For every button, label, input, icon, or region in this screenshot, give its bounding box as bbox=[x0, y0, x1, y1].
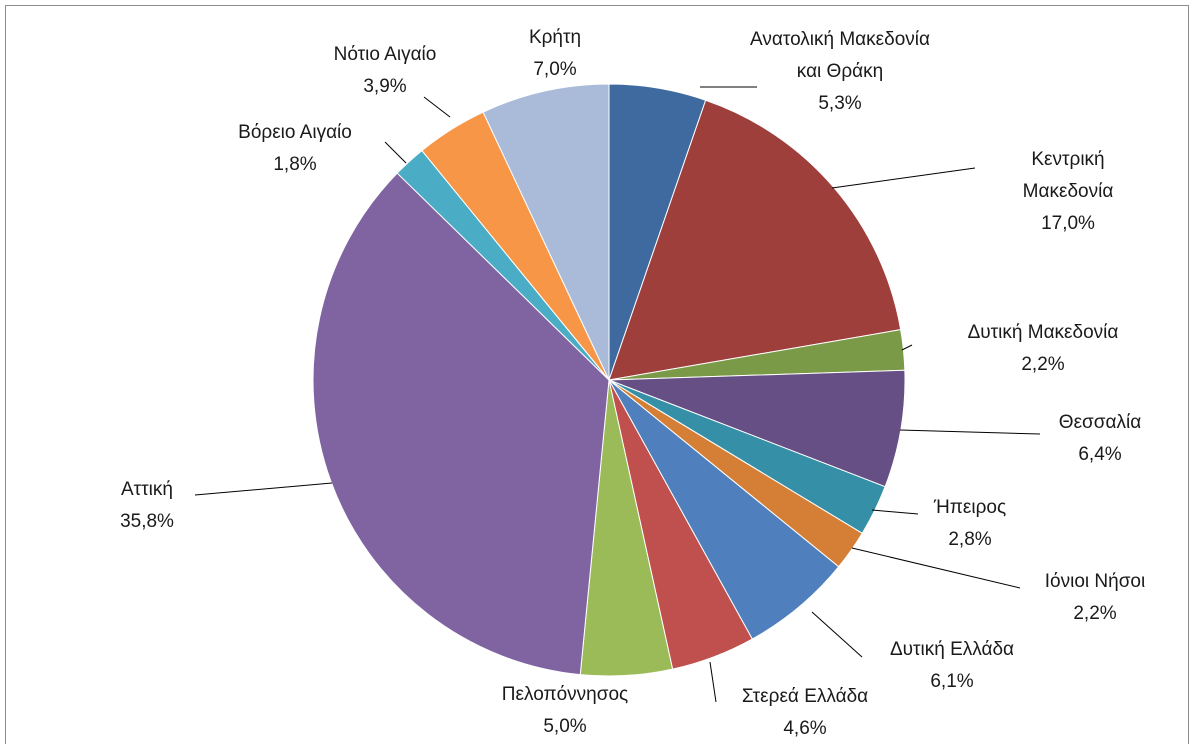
leader-line bbox=[423, 96, 451, 118]
leader-line bbox=[901, 344, 913, 351]
value-label: 2,8% bbox=[948, 529, 992, 550]
data-label: Κρήτη 7,0% bbox=[505, 22, 605, 86]
category-label: Ήπειρος bbox=[933, 497, 1007, 518]
category-label: Δυτική Ελλάδα bbox=[889, 639, 1015, 660]
value-label: 3,9% bbox=[363, 76, 407, 97]
pie-slice bbox=[312, 172, 610, 676]
leader-line bbox=[384, 141, 407, 164]
pie-slice bbox=[608, 369, 906, 488]
category-label: Θεσσαλία bbox=[1058, 412, 1142, 433]
category-label: Ιόνιοι Νήσοι bbox=[1044, 571, 1146, 592]
category-label: Δυτική Μακεδονία bbox=[967, 322, 1119, 343]
value-label: 4,6% bbox=[783, 718, 827, 739]
data-label: Ήπειρος 2,8% bbox=[910, 492, 1030, 556]
value-label: 5,3% bbox=[818, 93, 862, 114]
value-label: 1,8% bbox=[273, 154, 317, 175]
data-label: Αττική 35,8% bbox=[82, 474, 212, 538]
category-label: Στερεά Ελλάδα bbox=[741, 686, 869, 707]
data-label: Δυτική Μακεδονία 2,2% bbox=[903, 317, 1183, 381]
leader-line bbox=[871, 509, 919, 515]
data-label: Ιόνιοι Νήσοι 2,2% bbox=[1015, 566, 1175, 630]
data-label: Ανατολική Μακεδονία και Θράκη 5,3% bbox=[750, 24, 930, 120]
leader-line bbox=[194, 482, 333, 496]
data-label: Στερεά Ελλάδα 4,6% bbox=[715, 681, 895, 744]
leader-line bbox=[709, 661, 717, 703]
value-label: 35,8% bbox=[120, 511, 174, 532]
leader-line bbox=[899, 429, 1041, 435]
leader-line bbox=[811, 611, 863, 658]
data-label: Βόρειο Αιγαίο 1,8% bbox=[205, 117, 385, 181]
category-label: Κρήτη bbox=[528, 27, 582, 48]
value-label: 5,0% bbox=[543, 716, 587, 737]
value-label: 7,0% bbox=[533, 59, 577, 80]
pie-slice bbox=[482, 83, 610, 381]
category-label: Αττική bbox=[121, 479, 173, 500]
chart-frame bbox=[5, 5, 1189, 744]
category-label: Βόρειο Αιγαίο bbox=[238, 122, 352, 143]
value-label: 2,2% bbox=[1021, 354, 1065, 375]
leader-line bbox=[851, 547, 1021, 589]
category-label: Κεντρική Μακεδονία bbox=[1022, 149, 1114, 202]
category-label: Νότιο Αιγαίο bbox=[333, 44, 437, 65]
leader-line bbox=[831, 167, 976, 189]
value-label: 2,2% bbox=[1073, 603, 1117, 624]
value-label: 6,4% bbox=[1078, 444, 1122, 465]
data-label: Νότιο Αιγαίο 3,9% bbox=[300, 39, 470, 103]
category-label: Πελοπόννησος bbox=[501, 684, 629, 705]
data-label: Δυτική Ελλάδα 6,1% bbox=[857, 634, 1047, 698]
value-label: 6,1% bbox=[930, 671, 974, 692]
data-label: Θεσσαλία 6,4% bbox=[1030, 407, 1170, 471]
data-label: Πελοπόννησος 5,0% bbox=[475, 679, 655, 743]
data-label: Κεντρική Μακεδονία 17,0% bbox=[993, 144, 1143, 240]
value-label: 17,0% bbox=[1041, 213, 1095, 234]
category-label: Ανατολική Μακεδονία και Θράκη bbox=[750, 29, 930, 82]
pie-slice bbox=[608, 99, 902, 381]
